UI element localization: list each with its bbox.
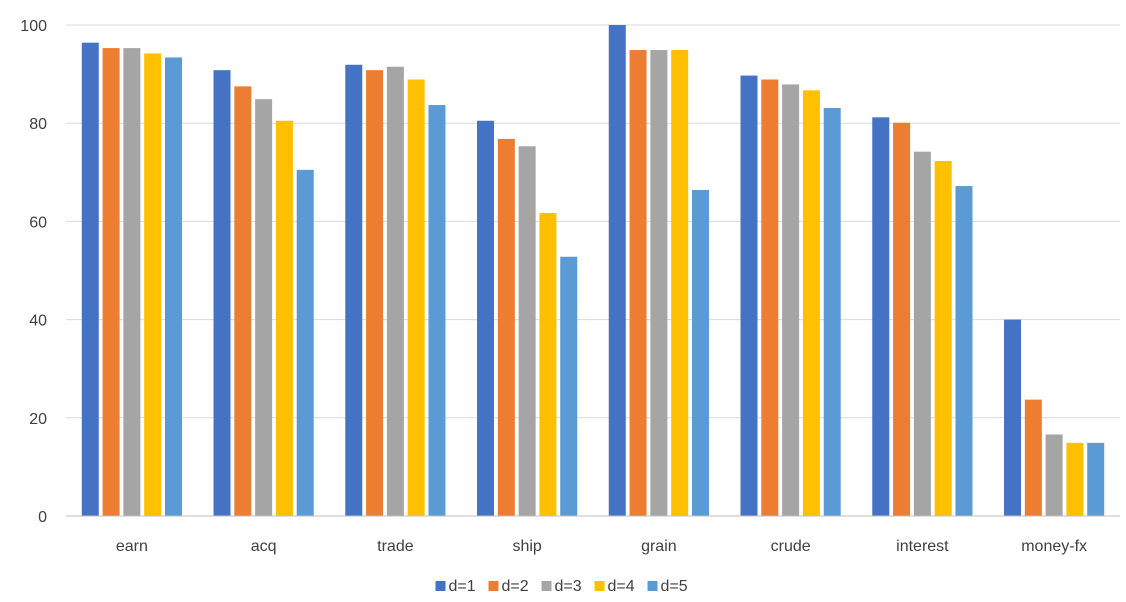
legend-swatch (541, 581, 552, 591)
bar-d=3-interest (913, 151, 931, 516)
bars (81, 25, 1105, 517)
bar-d=1-crude (740, 75, 758, 516)
bar-d=1-money-fx (1004, 319, 1022, 516)
y-tick-label: 40 (29, 313, 47, 330)
bar-d=5-interest (955, 186, 973, 517)
bar-d=2-crude (761, 79, 779, 516)
bar-d=3-earn (123, 48, 141, 516)
y-tick-label: 60 (29, 214, 47, 231)
legend-item-d=3: d=3 (541, 578, 582, 595)
y-axis-ticks: 0 20 40 60 80 100 (20, 18, 47, 526)
bar-d=3-trade (386, 66, 404, 516)
legend-label: d=4 (608, 578, 635, 595)
y-tick-label: 0 (38, 509, 47, 526)
bar-d=3-acq (255, 99, 273, 516)
x-category-label: acq (251, 538, 277, 555)
legend-item-d=2: d=2 (488, 578, 529, 595)
bar-d=3-grain (650, 50, 668, 516)
legend-swatch (594, 581, 605, 591)
bar-d=2-acq (234, 86, 252, 517)
bar-d=2-ship (497, 138, 515, 516)
bar-d=5-money-fx (1087, 442, 1105, 516)
bar-d=5-trade (428, 105, 446, 516)
bar-d=1-ship (477, 120, 495, 517)
y-tick-label: 20 (29, 411, 47, 428)
legend-label: d=3 (555, 578, 582, 595)
legend-swatch (435, 581, 446, 591)
bar-d=1-grain (608, 25, 626, 516)
legend-item-d=5: d=5 (647, 578, 688, 595)
bar-d=4-crude (802, 90, 820, 517)
legend-label: d=5 (661, 578, 688, 595)
bar-d=5-earn (164, 57, 182, 516)
x-axis-categories: earn acq trade ship grain crude interest money-… (116, 538, 1087, 555)
bar-d=3-money-fx (1045, 434, 1063, 516)
bar-d=4-grain (671, 50, 689, 516)
bar-d=2-grain (629, 50, 647, 516)
bar-d=4-ship (539, 213, 557, 517)
bar-d=1-interest (872, 117, 890, 516)
bar-d=3-ship (518, 146, 536, 516)
bar-d=5-crude (823, 107, 841, 516)
bar-d=4-earn (144, 53, 162, 516)
bar-d=4-trade (407, 79, 425, 516)
bar-d=5-grain (691, 189, 709, 517)
bar-d=3-crude (782, 84, 800, 516)
bar-d=1-trade (345, 64, 363, 517)
legend-swatch (488, 581, 499, 591)
bar-d=4-interest (934, 161, 952, 516)
y-tick-label: 100 (20, 18, 47, 35)
x-category-label: trade (377, 538, 414, 555)
legend-label: d=1 (449, 578, 476, 595)
x-category-label: interest (896, 538, 949, 555)
legend-item-d=4: d=4 (594, 578, 635, 595)
legend-swatch (647, 581, 658, 591)
x-category-label: crude (771, 538, 811, 555)
x-category-label: money-fx (1021, 538, 1087, 555)
x-category-label: earn (116, 538, 148, 555)
x-category-label: ship (512, 538, 541, 555)
bar-d=4-money-fx (1066, 442, 1084, 516)
bar-d=2-earn (102, 48, 120, 516)
bar-d=2-trade (366, 70, 384, 517)
legend-label: d=2 (502, 578, 529, 595)
bar-d=2-money-fx (1024, 399, 1042, 516)
bar-d=5-acq (296, 169, 314, 516)
legend-item-d=1: d=1 (435, 578, 476, 595)
bar-d=2-interest (893, 122, 911, 517)
bar-d=5-ship (560, 256, 578, 516)
bar-d=4-acq (275, 120, 293, 517)
x-category-label: grain (641, 538, 677, 555)
bar-d=1-acq (213, 70, 231, 517)
legend: d=1 d=2 d=3 d=4 d=5 (435, 578, 688, 595)
bar-d=1-earn (81, 42, 99, 517)
y-tick-label: 80 (29, 116, 47, 133)
